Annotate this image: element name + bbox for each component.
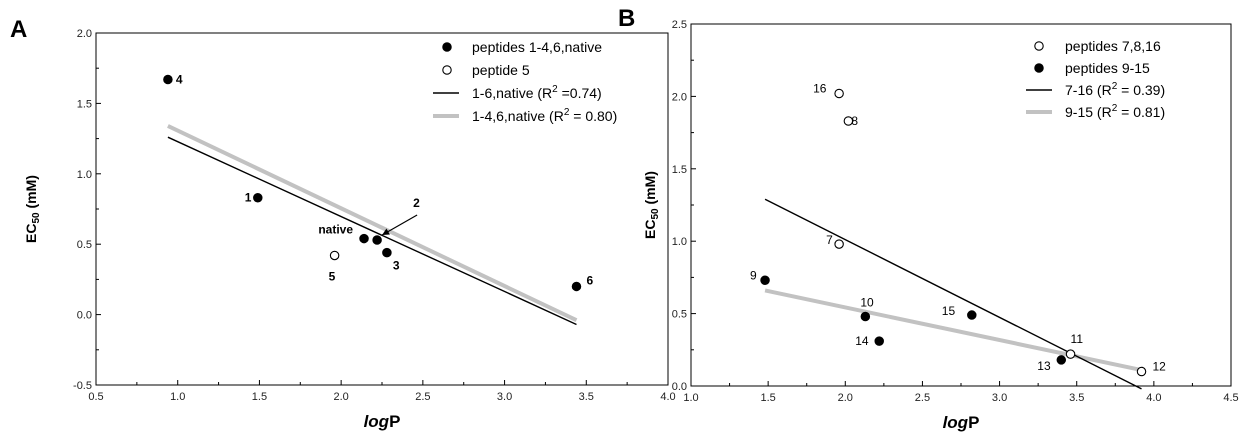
data-point [843,116,854,126]
y-tick-label: 1.0 [77,169,92,181]
point-label: 3 [393,259,400,273]
panel-A: A 0.5 1.0 1.5 2.0 2.5 3.0 3.5 4.0 -0.5 0.0 0.5 1.0 1.… [10,16,676,431]
legend-marker [442,42,452,52]
point-label: 6 [586,273,593,287]
data-point [329,250,340,261]
x-tick-label: 1.5 [252,391,267,403]
point-label: 2 [413,196,420,210]
y-tick-label: 1.0 [672,236,687,248]
x-tick-label: 2.5 [915,392,930,404]
legend-label: peptides 7,8,16 [1065,38,1161,54]
point-label: 13 [1037,359,1051,373]
y-tick-label: 1.5 [77,98,92,110]
point-label: 4 [176,72,183,86]
data-point [1136,366,1147,377]
x-axis-label: logP [364,412,401,431]
panel-B: B 1.0 1.5 2.0 2.5 3.0 3.5 4.0 4.5 0.0 0.5 1.0 1.5 2.0… [618,5,1239,432]
x-tick-label: 3.5 [1069,392,1084,404]
data-point [1056,355,1067,365]
point-label: native [318,223,353,237]
point-label: 9 [750,268,757,282]
point-label: 12 [1153,360,1167,374]
panel-letter: A [10,16,27,43]
data-point [571,281,582,292]
legend-label: 7-16 (R2 = 0.39) [1065,81,1165,98]
x-tick-label: 1.0 [683,392,698,404]
y-axis-label: EC50 (mM) [642,171,661,239]
legend-label: 1-6,native (R2 =0.74) [472,84,602,101]
y-tick-label: 2.0 [672,91,687,103]
x-tick-label: 4.0 [1146,392,1161,404]
regression-line [764,288,1142,373]
x-tick-label: 3.0 [497,391,512,403]
legend-label: peptides 9-15 [1065,60,1150,76]
y-tick-label: 0.0 [77,310,92,322]
x-tick-label: 4.0 [660,391,675,403]
data-point [382,247,392,258]
legend-marker [1034,63,1044,73]
x-tick-label: 2.0 [333,391,348,403]
point-label: 5 [329,269,336,283]
data-point [163,74,173,85]
x-tick-label: 1.0 [170,391,185,403]
data-point [834,239,844,249]
legend-label: 9-15 (R2 = 0.81) [1065,103,1165,120]
regression-line [167,136,577,326]
panel-letter: B [618,5,635,32]
y-tick-label: 2.5 [672,19,687,31]
data-point [967,310,977,320]
x-tick-label: 3.5 [579,391,594,403]
point-label: 15 [942,304,956,318]
y-tick-label: 0.5 [77,239,92,251]
point-label: 14 [855,334,869,348]
data-point [834,88,844,99]
data-point [359,233,369,244]
point-label: 8 [851,114,858,128]
legend-label: peptides 1-4,6,native [472,39,602,55]
legend-label: 1-4,6,native (R2 = 0.80) [472,107,617,124]
data-point [860,311,871,322]
point-label: 16 [813,82,827,96]
legend-marker [442,65,452,75]
data-point [760,275,770,286]
y-tick-label: 0.5 [672,309,687,321]
regression-line [167,124,578,323]
data-point [874,336,884,346]
y-tick-label: 2.0 [77,28,92,40]
x-tick-label: 0.5 [88,391,103,403]
point-label: 7 [826,233,833,247]
x-tick-label: 2.5 [415,391,430,403]
regression-line [764,198,1142,390]
data-point [372,235,382,245]
y-axis-label: EC50 (mM) [23,175,42,243]
x-tick-label: 2.0 [838,392,853,404]
legend-marker [1034,41,1044,51]
y-tick-label: -0.5 [73,380,92,392]
y-tick-label: 1.5 [672,164,687,176]
legend-label: peptide 5 [472,62,530,78]
point-label: 10 [860,295,874,309]
label-arrowhead [382,228,390,235]
point-label: 1 [245,191,252,205]
point-label: 11 [1071,332,1084,346]
x-tick-label: 3.0 [992,392,1007,404]
x-tick-label: 4.5 [1223,392,1238,404]
x-tick-label: 1.5 [760,392,775,404]
data-point [253,192,263,203]
x-axis-label: logP [943,413,980,432]
data-point [1065,349,1076,359]
y-tick-label: 0.0 [672,381,687,393]
